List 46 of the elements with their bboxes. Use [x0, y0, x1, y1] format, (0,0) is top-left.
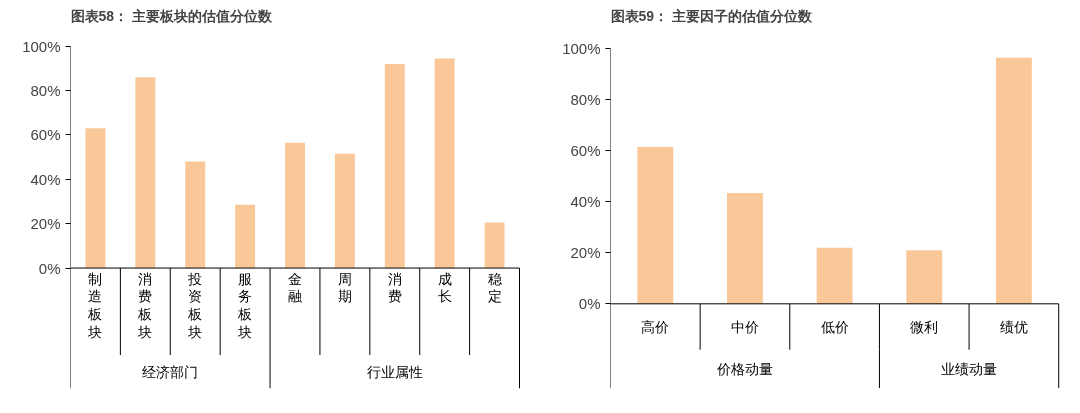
x-tick-label: 成长 [437, 270, 452, 305]
x-tick-label: 稳定 [487, 270, 502, 305]
x-tick-label: 制造板块 [87, 270, 103, 340]
bar [434, 58, 455, 269]
bar [334, 153, 355, 269]
text: 经济部门 [142, 363, 199, 380]
bar [135, 77, 156, 269]
bar [816, 247, 853, 304]
y-tick-label: 80% [30, 82, 61, 100]
x-tick-label: 周期 [337, 270, 352, 305]
x-tick-label: 投资板块 [187, 270, 203, 340]
y-tick-label: 100% [22, 37, 61, 55]
bar [85, 128, 106, 269]
text: 业绩动量 [941, 360, 998, 377]
x-tick-label: 绩优 [999, 318, 1028, 335]
text: 价格动量 [715, 360, 773, 377]
bar [995, 57, 1032, 304]
y-tick-label: 0% [38, 259, 61, 277]
x-tick-label: 消费板块 [137, 270, 153, 340]
y-tick-label: 20% [570, 244, 601, 262]
x-tick-label: 服务板块 [237, 270, 253, 340]
y-tick-label: 60% [570, 142, 601, 160]
x-tick-label: 消费 [387, 270, 402, 305]
bar [727, 192, 763, 304]
y-tick-label: 40% [570, 193, 601, 211]
bar [285, 142, 305, 269]
text: 行业属性 [366, 363, 423, 380]
x-tick-label: 低价 [820, 318, 849, 335]
x-tick-label: 高价 [641, 318, 670, 335]
x-tick-label: 中价 [730, 318, 759, 335]
y-tick-label: 100% [562, 40, 601, 58]
chart-title: 图表58： 主要板块的估值分位数 [70, 7, 273, 24]
bar [185, 161, 206, 269]
y-tick-label: 20% [30, 215, 61, 233]
y-tick-label: 40% [30, 170, 61, 188]
bar [235, 204, 256, 269]
bar [484, 222, 505, 269]
chart-title: 图表59： 主要因子的估值分位数 [610, 7, 813, 24]
x-tick-label: 金融 [288, 270, 302, 305]
bar [906, 250, 943, 304]
y-tick-label: 60% [30, 126, 61, 144]
x-tick-label: 微利 [910, 318, 939, 335]
bar [384, 63, 405, 269]
bar [637, 147, 674, 304]
y-tick-label: 0% [578, 295, 601, 313]
y-tick-label: 80% [570, 91, 601, 109]
